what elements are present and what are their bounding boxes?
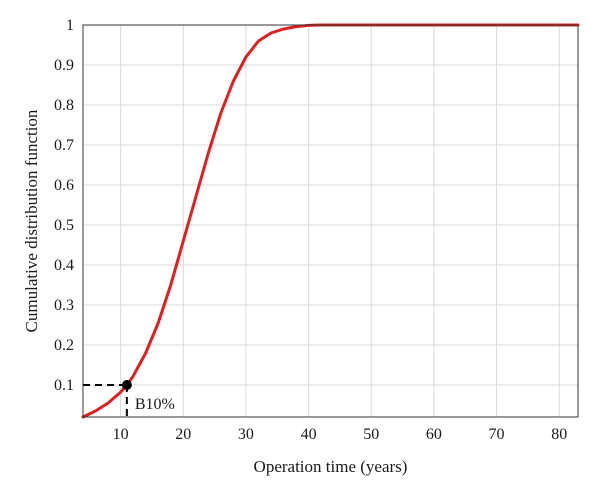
cdf-series-line [81, 23, 580, 419]
x-tick-label-30: 30 [238, 426, 254, 443]
y-tick-labels: 0.1 0.2 0.3 0.4 0.5 0.6 0.7 0.8 0.9 1 [54, 17, 74, 394]
x-tick-label-40: 40 [301, 426, 317, 443]
y-tick-label-0.7: 0.7 [54, 137, 74, 154]
b10-annotation-label: B10% [135, 396, 175, 413]
reference-lines [83, 384, 128, 417]
grid-layer [83, 24, 578, 417]
y-tick-label-0.1: 0.1 [54, 377, 74, 394]
y-tick-label-0.9: 0.9 [54, 57, 74, 74]
y-tick-label-0.2: 0.2 [54, 337, 74, 354]
b10-marker-point [121, 380, 132, 390]
y-tick-label-0.4: 0.4 [54, 257, 74, 274]
x-tick-label-80: 80 [551, 426, 567, 443]
y-tick-label-1: 1 [66, 17, 74, 34]
x-tick-label-60: 60 [426, 426, 442, 443]
x-axis-title: Operation time (years) [254, 457, 408, 476]
plot-frame [82, 24, 579, 418]
y-tick-label-0.6: 0.6 [54, 177, 74, 194]
y-axis-title: Cumulative distribution function [22, 109, 41, 332]
y-tick-label-0.3: 0.3 [54, 297, 74, 314]
x-tick-label-10: 10 [113, 426, 129, 443]
x-tick-label-50: 50 [363, 426, 379, 443]
x-tick-label-20: 20 [175, 426, 191, 443]
y-tick-label-0.5: 0.5 [54, 217, 74, 234]
x-tick-labels: 10 20 30 40 50 60 70 80 [113, 426, 568, 443]
x-tick-label-70: 70 [489, 426, 505, 443]
y-tick-label-0.8: 0.8 [54, 97, 74, 114]
